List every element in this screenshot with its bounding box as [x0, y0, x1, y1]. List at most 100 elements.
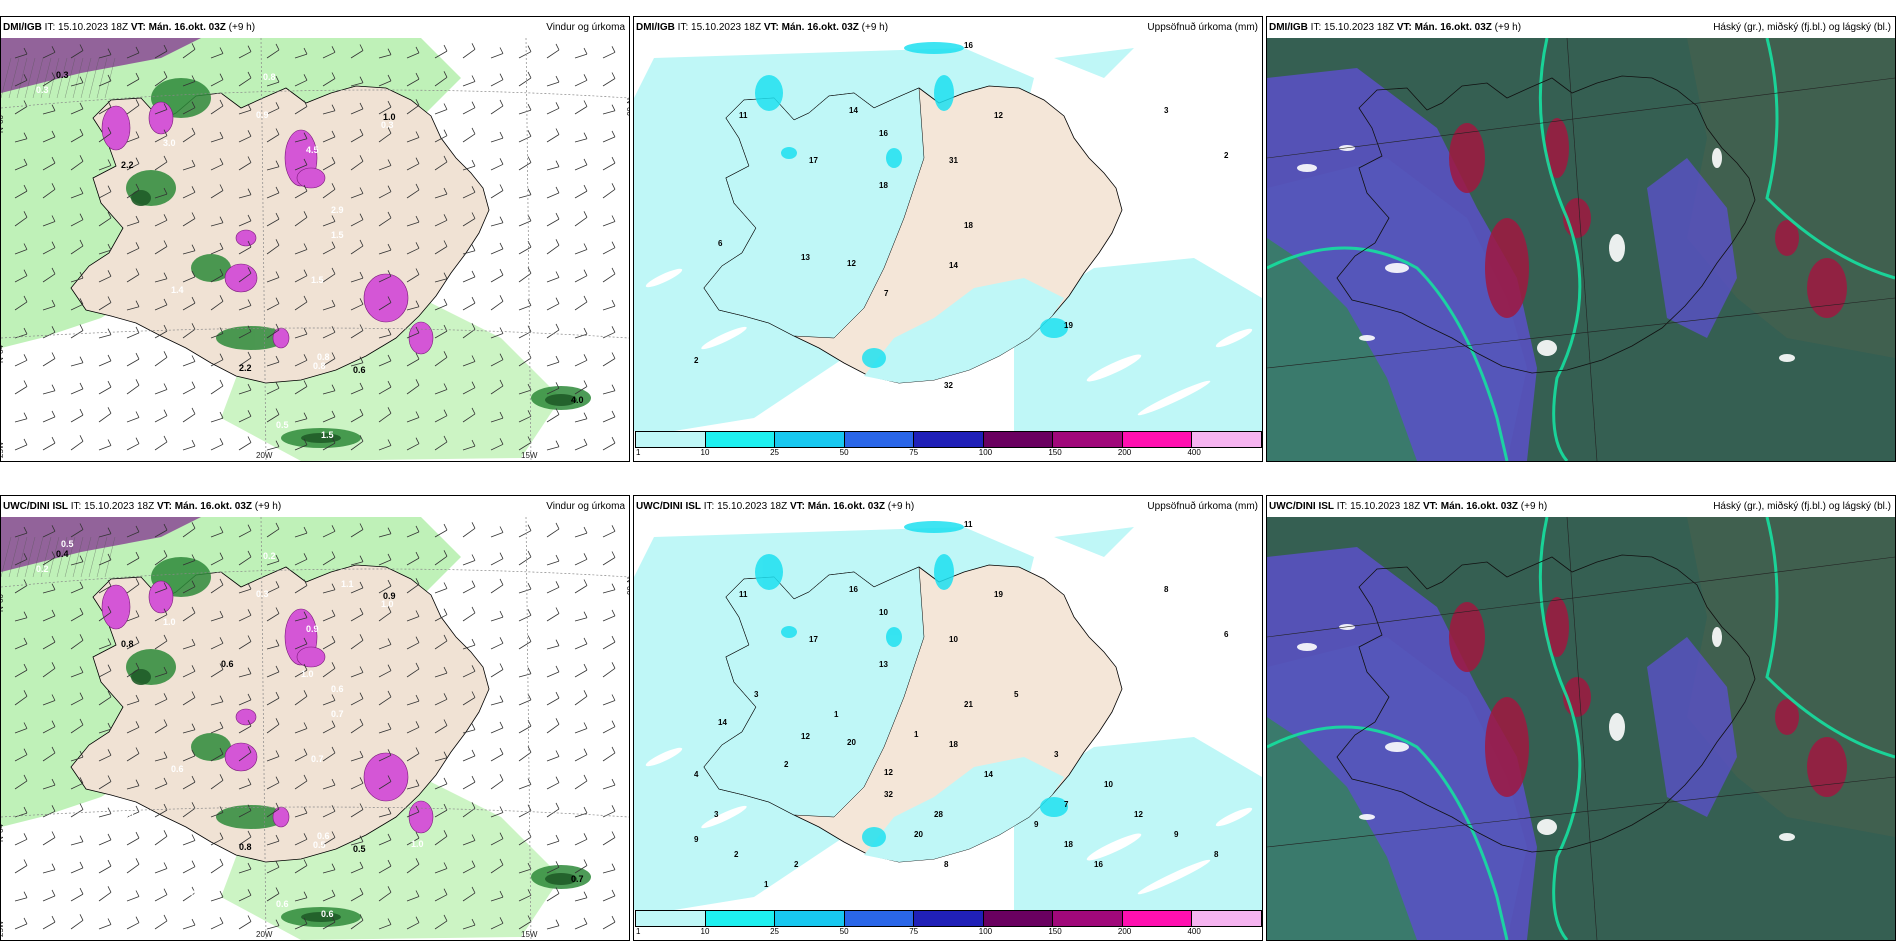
panel-title: DMI/IGB IT: 15.10.2023 18Z VT: Mán. 16.o…: [636, 22, 889, 33]
accum-map: 16 14 12 3 2 11 16 17 31 18 18 14 6 13 12 7 2 32 19: [634, 38, 1262, 431]
precip-value: 1.0: [301, 669, 314, 679]
precip-value: 0.2: [263, 551, 276, 561]
map-canvas: N°66 N°64 25W 20W 15W N°66 0.3 0.3 0.8 0.9 1.0 3.0 4…: [1, 38, 629, 461]
accum-value: 14: [718, 718, 727, 727]
precip-value: 0.6: [276, 899, 289, 909]
panel-header: DMI/IGB IT: 15.10.2023 18Z VT: Mán. 16.o…: [634, 17, 1262, 38]
accum-value: 10: [879, 608, 888, 617]
accum-value: 16: [879, 129, 888, 138]
colorbar-cell: [635, 910, 706, 927]
precip-value: 1.0: [383, 112, 396, 122]
panel-subtitle: Uppsöfnuð úrkoma (mm): [1147, 22, 1258, 33]
precip-value: 0.3: [36, 85, 49, 95]
precip-value: 1.1: [341, 579, 354, 589]
precip-value: 0.9: [306, 624, 319, 634]
accum-value: 8: [944, 860, 949, 869]
precip-value: 0.6: [221, 659, 234, 669]
accum-value: 14: [984, 770, 993, 779]
axis-label: 20W: [256, 930, 273, 939]
colorbar-tick: 150: [1048, 448, 1062, 457]
panel-uwc-wind: UWC/DINI ISL IT: 15.10.2023 18Z VT: Mán.…: [0, 495, 630, 941]
panel-subtitle: Vindur og úrkoma: [546, 501, 625, 512]
accum-value: 6: [1224, 630, 1229, 639]
precip-value: 3.0: [163, 138, 176, 148]
accum-value: 20: [914, 830, 923, 839]
accum-value: 3: [714, 810, 719, 819]
accum-value: 20: [847, 738, 856, 747]
accum-value: 3: [754, 690, 759, 699]
precip-value: 0.3: [256, 589, 269, 599]
panel-header: UWC/DINI ISL IT: 15.10.2023 18Z VT: Mán.…: [1267, 496, 1895, 517]
accum-value: 8: [1214, 850, 1219, 859]
colorbar-tick: 1: [636, 927, 641, 936]
panel-title: UWC/DINI ISL IT: 15.10.2023 18Z VT: Mán.…: [1269, 501, 1548, 512]
accum-value: 16: [964, 41, 973, 50]
precip-value: 0.5: [61, 539, 74, 549]
accum-value: 18: [879, 181, 888, 190]
precip-value: 0.7: [601, 170, 614, 180]
accum-value: 2: [1224, 151, 1229, 160]
accum-value: 28: [934, 810, 943, 819]
accum-value: 13: [801, 253, 810, 262]
panel-title: UWC/DINI ISL IT: 15.10.2023 18Z VT: Mán.…: [3, 501, 282, 512]
precip-value: 0.5: [276, 420, 289, 430]
accum-value: 18: [1064, 840, 1073, 849]
colorbar-cell: [1191, 910, 1262, 927]
precip-value: 0.6: [331, 684, 344, 694]
precip-value: 0.8: [121, 639, 134, 649]
precip-value: 0.7: [311, 754, 324, 764]
colorbar-cell: [982, 431, 1054, 448]
accum-value: 1: [834, 710, 839, 719]
axis-label: N°66: [625, 98, 629, 116]
colorbar-tick: 200: [1117, 448, 1132, 457]
colorbar-tick: 100: [978, 448, 993, 457]
precip-value: 0.7: [571, 874, 584, 884]
colorbar-cell: [1191, 431, 1262, 448]
precip-value: 1.5: [321, 430, 334, 440]
colorbar-cell: [1052, 431, 1123, 448]
panel-subtitle: Uppsöfnuð úrkoma (mm): [1147, 501, 1258, 512]
accum-value: 18: [964, 221, 973, 230]
accum-value: 12: [801, 732, 810, 741]
colorbar-cell: [843, 910, 915, 927]
colorbar-tick: 50: [839, 448, 849, 457]
accum-value: 2: [784, 760, 789, 769]
precip-value: 1.0: [163, 617, 176, 627]
panel-dmi-accum: DMI/IGB IT: 15.10.2023 18Z VT: Mán. 16.o…: [633, 16, 1263, 462]
accum-value: 12: [847, 259, 856, 268]
panel-uwc-accum: UWC/DINI ISL IT: 15.10.2023 18Z VT: Mán.…: [633, 495, 1263, 941]
axis-label: N°66: [625, 577, 629, 595]
axis-label: 25W: [1, 920, 5, 937]
accum-value: 1: [764, 880, 769, 889]
precip-value: 2.2: [239, 363, 252, 373]
colorbar-cell: [843, 431, 915, 448]
colorbar-cell: [635, 431, 706, 448]
accum-value: 11: [964, 520, 973, 529]
accum-value: 17: [809, 156, 818, 165]
accum-value: 2: [794, 860, 799, 869]
accum-value: 18: [949, 740, 958, 749]
map-canvas: [1267, 38, 1895, 461]
panel-subtitle: Háský (gr.), miðský (fj.bl.) og lágský (…: [1713, 501, 1891, 512]
colorbar-cell: [1052, 910, 1123, 927]
accum-value: 14: [949, 261, 958, 270]
accum-value: 13: [879, 660, 888, 669]
axis-label: N°66: [1, 115, 5, 133]
precip-value: 0.6: [353, 365, 366, 375]
precip-value: 0.7: [331, 709, 344, 719]
precip-value: 4.5: [306, 145, 319, 155]
colorbar-tick: 25: [770, 448, 780, 457]
accum-value: 16: [849, 585, 858, 594]
precip-value: 4.0: [571, 395, 584, 405]
colorbar-tick: 10: [700, 448, 710, 457]
colorbar-cell: [913, 431, 984, 448]
colorbar-tick: 75: [909, 927, 919, 936]
precip-value: 0.8: [239, 842, 252, 852]
axis-label: N°64: [1, 345, 5, 363]
accum-value: 3: [1164, 106, 1169, 115]
colorbar-cell: [1121, 431, 1193, 448]
precip-value: 0.6: [317, 831, 330, 841]
cloud-map: [1267, 38, 1895, 461]
